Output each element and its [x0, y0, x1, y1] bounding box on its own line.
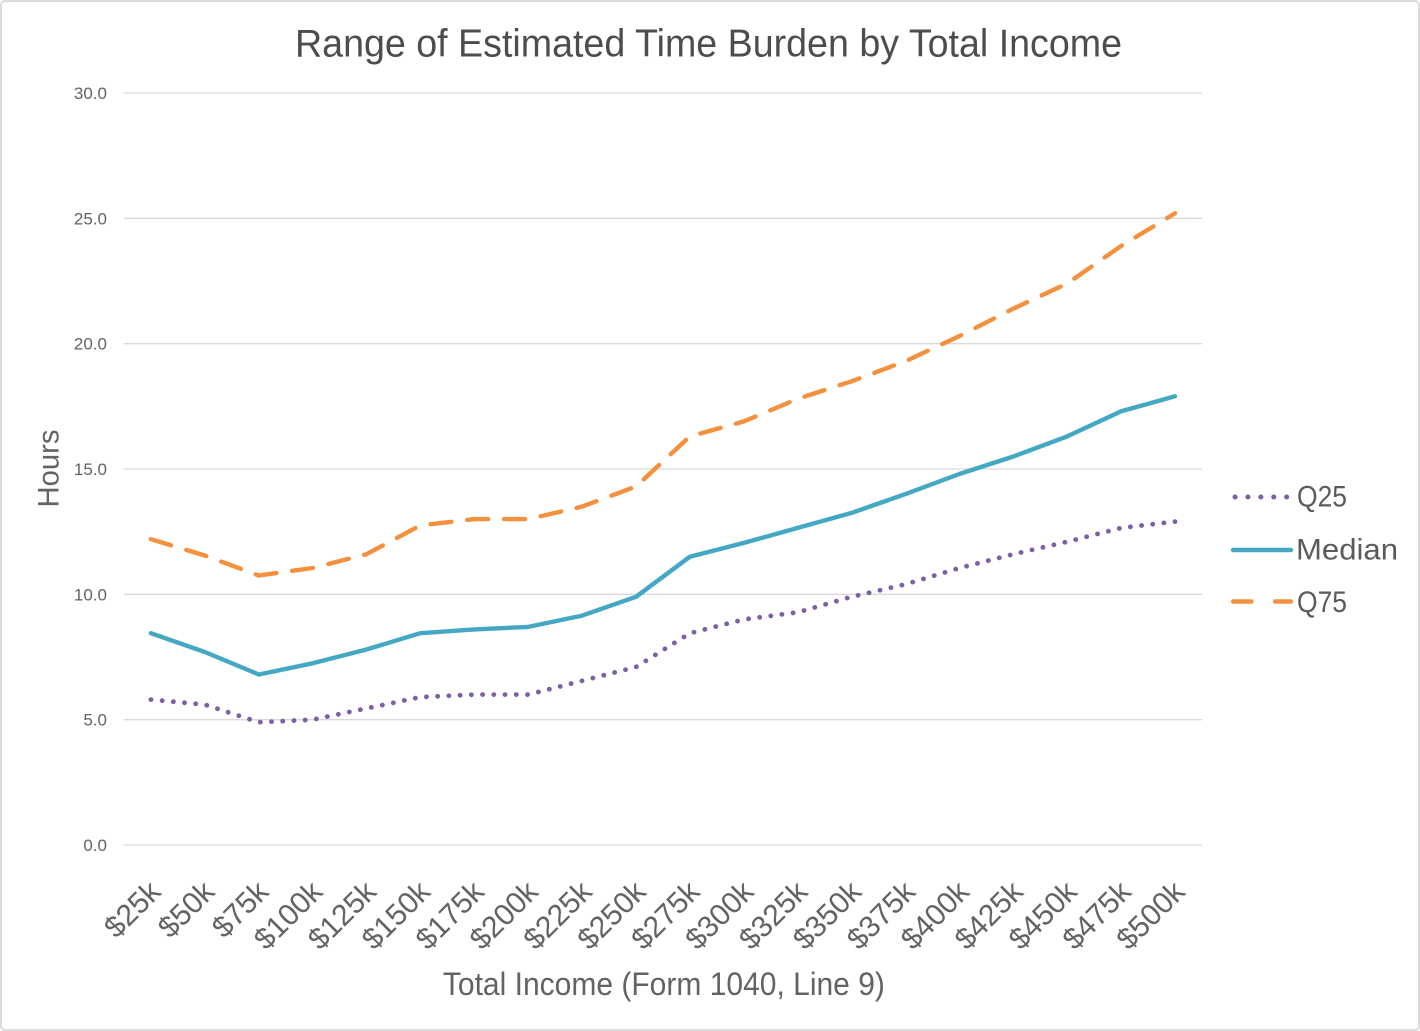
svg-text:Q75: Q75 — [1297, 586, 1347, 619]
svg-text:0.0: 0.0 — [83, 836, 107, 855]
svg-text:Range of Estimated Time Burden: Range of Estimated Time Burden by Total … — [295, 23, 1122, 66]
svg-text:15.0: 15.0 — [74, 460, 107, 479]
svg-text:Median: Median — [1296, 534, 1398, 567]
svg-text:Total Income (Form 1040, Line: Total Income (Form 1040, Line 9) — [443, 966, 885, 1002]
svg-text:Q25: Q25 — [1297, 481, 1347, 514]
svg-text:10.0: 10.0 — [74, 585, 107, 604]
svg-text:Hours: Hours — [33, 430, 66, 508]
svg-text:25.0: 25.0 — [74, 209, 107, 228]
svg-text:30.0: 30.0 — [74, 84, 107, 103]
svg-text:20.0: 20.0 — [74, 335, 107, 354]
svg-text:5.0: 5.0 — [83, 711, 107, 730]
